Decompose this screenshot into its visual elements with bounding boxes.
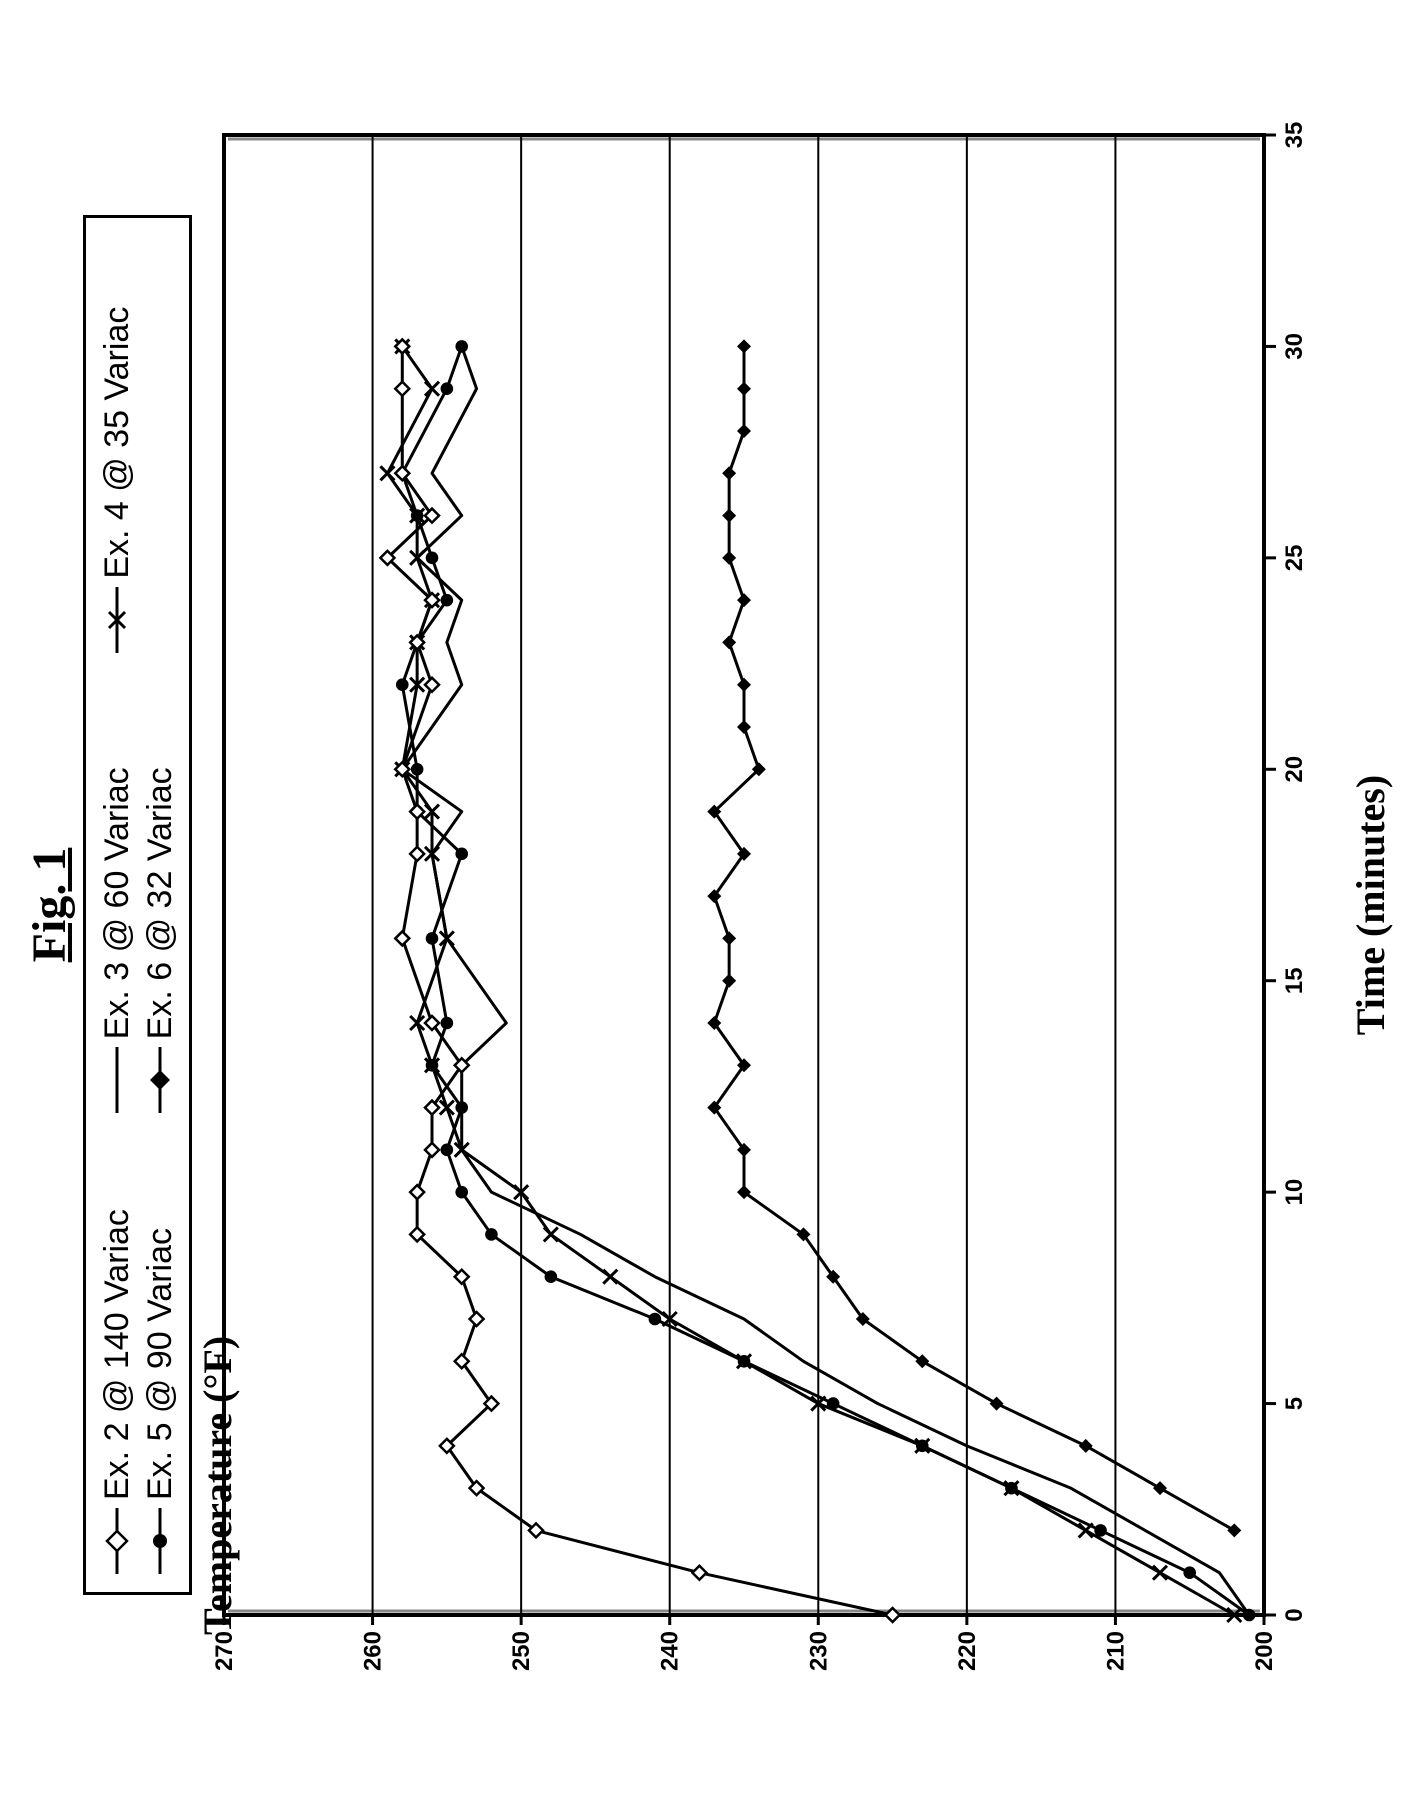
x-tick-label: 10 xyxy=(1281,1179,1308,1206)
x-tick-label: 0 xyxy=(1281,1608,1308,1621)
y-tick-label: 260 xyxy=(360,1631,387,1671)
legend-label: Ex. 6 @ 32 Variac xyxy=(139,767,182,1039)
legend-label: Ex. 2 @ 140 Variac xyxy=(96,1209,139,1500)
x-tick-label: 20 xyxy=(1281,756,1308,783)
legend-item-ex5: Ex. 5 @ 90 Variac xyxy=(139,1155,182,1576)
y-tick-label: 250 xyxy=(508,1631,535,1671)
legend-marker-diamond xyxy=(103,1506,131,1576)
legend-marker-x xyxy=(103,585,131,655)
temperature-chart: Temperature (°F) 20021022023024025026027… xyxy=(204,105,1364,1705)
legend-marker-line xyxy=(103,1045,131,1115)
x-tick-label: 15 xyxy=(1281,967,1308,994)
legend-marker-dot xyxy=(146,1506,174,1576)
legend-item-ex6: Ex. 6 @ 32 Variac xyxy=(139,695,182,1116)
legend-marker-diamond-filled xyxy=(146,1045,174,1115)
chart-canvas: 200 210 220 230 240 250 260 270 0 5 10 15 20 25 30 35 xyxy=(204,105,1324,1705)
figure-title: Fig. 1 xyxy=(22,0,77,1810)
x-tick-label: 35 xyxy=(1281,122,1308,149)
legend-label: Ex. 3 @ 60 Variac xyxy=(96,767,139,1039)
y-tick-label: 220 xyxy=(954,1631,981,1671)
legend-label: Ex. 4 @ 35 Variac xyxy=(96,307,139,579)
y-tick-label: 240 xyxy=(657,1631,684,1671)
chart-legend: Ex. 2 @ 140 Variac Ex. 3 @ 60 Variac Ex.… xyxy=(83,215,192,1595)
y-tick-label: 210 xyxy=(1102,1631,1129,1671)
y-tick-label: 230 xyxy=(805,1631,832,1671)
legend-item-ex3: Ex. 3 @ 60 Variac xyxy=(96,695,139,1116)
x-tick-label: 30 xyxy=(1281,333,1308,360)
legend-item-ex4: Ex. 4 @ 35 Variac xyxy=(96,234,139,655)
legend-label: Ex. 5 @ 90 Variac xyxy=(139,1228,182,1500)
x-axis-label: Time (minutes) xyxy=(1347,105,1394,1705)
y-tick-label: 200 xyxy=(1251,1631,1278,1671)
y-axis-label: Temperature (°F) xyxy=(194,1336,241,1635)
y-tick-label: 270 xyxy=(211,1631,238,1671)
legend-item-ex2: Ex. 2 @ 140 Variac xyxy=(96,1155,139,1576)
x-tick-label: 25 xyxy=(1281,545,1308,572)
x-tick-label: 5 xyxy=(1281,1397,1308,1410)
